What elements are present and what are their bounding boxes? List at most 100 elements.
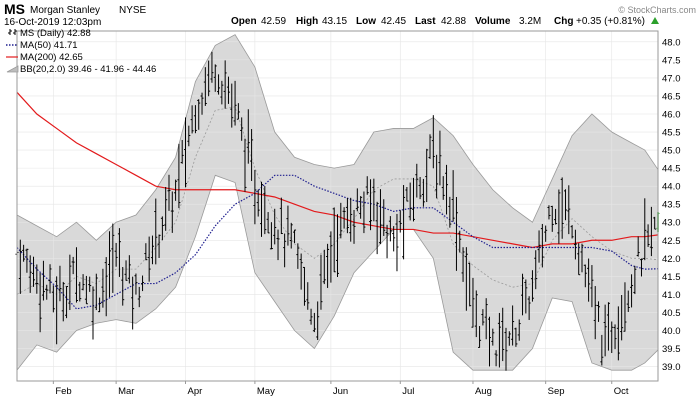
ohlc-bar: [273, 208, 277, 245]
legend-item-bb: BB(20,2.0) 39.46 - 41.96 - 44.46: [6, 64, 156, 75]
last-value: 42.88: [441, 16, 466, 27]
y-tick-label: 47.0: [662, 73, 681, 84]
ohlc-bar: [193, 105, 197, 134]
y-tick-label: 44.5: [662, 164, 681, 175]
ohlc-bar: [289, 222, 293, 249]
y-tick-label: 44.0: [662, 182, 681, 193]
y-tick-label: 43.0: [662, 218, 681, 229]
ohlc-bar: [41, 260, 45, 301]
x-tick-label: Apr: [188, 386, 203, 397]
ohlc-bar: [220, 80, 224, 105]
ohlc-bar: [283, 233, 287, 268]
ohlc-bar: [25, 248, 29, 273]
ohlc-bar: [213, 64, 217, 92]
ohlc-bar: [117, 228, 121, 277]
ohlc-bar: [81, 274, 85, 291]
ohlc-bar: [279, 197, 283, 235]
ohlc-bar: [260, 181, 264, 237]
volume-value: 3.2M: [519, 16, 541, 27]
ohlc-bar: [296, 243, 300, 269]
ohlc-bar: [567, 185, 571, 235]
ohlc-bar: [94, 273, 98, 311]
ohlc-bar: [593, 286, 597, 340]
ohlc-bar: [511, 305, 515, 346]
bollinger-band: [17, 34, 658, 371]
y-tick-label: 39.5: [662, 344, 681, 355]
timestamp: 16-Oct-2019 12:03pm: [4, 17, 101, 28]
ohlc-bar: [359, 196, 363, 219]
ohlc-bar: [319, 254, 323, 310]
y-tick-label: 45.5: [662, 128, 681, 139]
legend-ma50-text: MA(50) 41.71: [20, 40, 78, 51]
ohlc-bar: [35, 264, 39, 294]
bb-upper-line: [16, 34, 659, 241]
ohlc-bar: [616, 306, 620, 361]
ohlc-bar: [154, 198, 158, 265]
ohlc-bar: [226, 76, 230, 104]
ohlc-bar: [375, 201, 379, 255]
chg-value: +0.35 (+0.81%): [576, 16, 645, 27]
ohlc-bar: [253, 169, 257, 225]
ohlc-bar: [411, 177, 415, 222]
ohlc-bar: [177, 143, 181, 209]
ohlc-bar: [243, 138, 247, 192]
price-bars: [15, 51, 660, 371]
ohlc-bar: [639, 258, 643, 277]
ohlc-bar: [246, 109, 250, 164]
ohlc-bar: [534, 250, 538, 290]
x-tick-label: Jun: [333, 386, 348, 397]
symbol: MS: [4, 1, 25, 17]
open-value: 42.59: [261, 16, 286, 27]
ohlc-bar: [497, 312, 501, 368]
x-tick-label: Feb: [55, 386, 71, 397]
ohlc-bar: [587, 258, 591, 302]
legend-item-ma50: MA(50) 41.71: [6, 40, 78, 51]
ohlc-bar: [547, 205, 551, 220]
ohlc-bar: [309, 308, 313, 325]
ohlc-bar: [583, 264, 587, 288]
ohlc-bar: [114, 242, 118, 267]
ohlc-bar: [491, 328, 495, 346]
ohlc-bar: [501, 307, 505, 362]
y-tick-label: 48.0: [662, 37, 681, 48]
ohlc-bar: [48, 264, 52, 294]
ohlc-bar: [256, 189, 260, 217]
y-tick-label: 43.5: [662, 200, 681, 211]
ohlc-bar: [269, 222, 273, 250]
ohlc-bar: [339, 202, 343, 239]
y-tick-label: 42.5: [662, 236, 681, 247]
ohlc-bar: [293, 229, 297, 244]
ohlc-bar: [600, 334, 604, 366]
ohlc-bar: [388, 216, 392, 242]
x-tick-label: Aug: [475, 386, 492, 397]
ohlc-bar: [352, 209, 356, 244]
band-icon: [6, 65, 19, 73]
ohlc-bar: [421, 178, 425, 207]
ohlc-bar: [395, 213, 399, 272]
x-tick-label: Jul: [402, 386, 414, 397]
ohlc-bar: [22, 244, 26, 262]
ohlc-bar: [250, 129, 254, 181]
ohlc-bar: [527, 296, 531, 320]
ohlc-bar: [563, 189, 567, 221]
ohlc-bar: [468, 262, 472, 307]
ohlc-bar: [557, 189, 561, 244]
ohlc-bar: [91, 286, 95, 340]
ohlc-bar: [613, 324, 617, 350]
company-name: Morgan Stanley: [30, 5, 100, 16]
ohlc-bar: [355, 188, 359, 212]
ohlc-bar: [597, 301, 601, 322]
ohlc-bar: [649, 206, 653, 257]
ohlc-bar: [160, 216, 164, 241]
ohlc-bar: [606, 302, 610, 351]
ohlc-bar: [405, 187, 409, 202]
ohlc-bar: [392, 226, 396, 252]
bb-band-fill: [17, 34, 658, 371]
ohlc-bar: [372, 178, 376, 222]
ohlc-bar: [623, 282, 627, 332]
ohlc-bar: [425, 148, 429, 203]
ohlc-bar: [441, 176, 445, 200]
ohlc-bar: [633, 265, 637, 295]
y-tick-label: 47.5: [662, 55, 681, 66]
ohlc-bar: [464, 247, 468, 311]
